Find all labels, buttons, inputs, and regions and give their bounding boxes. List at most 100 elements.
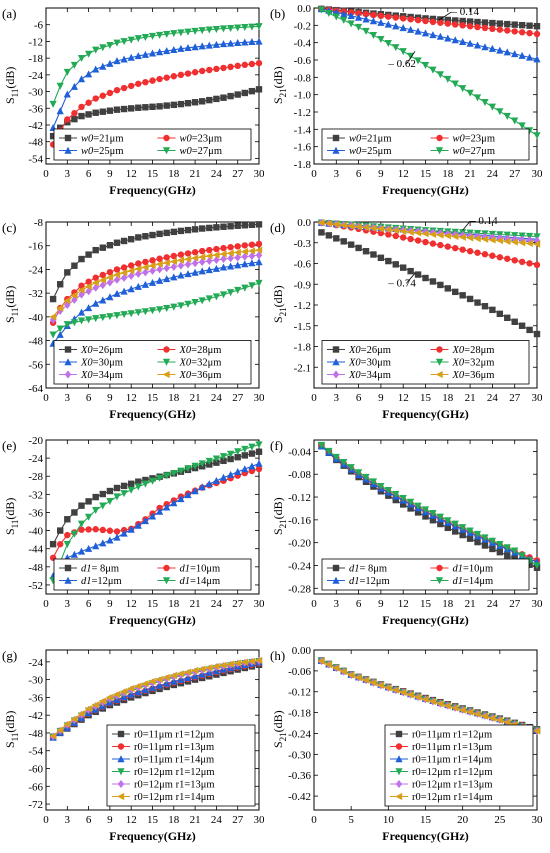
- series-point: [92, 507, 100, 515]
- series-point: [227, 254, 234, 263]
- x-tick-label: 12: [126, 598, 137, 610]
- series-point: [481, 534, 489, 542]
- series-point: [70, 530, 78, 538]
- legend-marker: [64, 358, 72, 366]
- chart-panel-c: 0 3 6 9 12 15 18 21 24 27 30 -8 -16 -24 -32 -40 -48 -56 -6…: [2, 217, 265, 421]
- ylabel-main: S: [271, 528, 285, 535]
- series-point: [191, 43, 199, 51]
- series-point: [184, 99, 192, 107]
- y-tick-label: -0.12: [288, 687, 311, 699]
- legend-value: =34μm: [93, 370, 123, 381]
- legend-var: X0: [80, 370, 93, 381]
- series-point: [206, 66, 213, 74]
- series-point: [511, 235, 518, 244]
- series-point: [177, 256, 185, 264]
- series-point: [227, 92, 234, 100]
- series-point: [77, 75, 86, 83]
- legend-var: X0: [452, 370, 465, 381]
- series-point: [400, 501, 407, 508]
- series-point: [120, 237, 128, 245]
- series-point: [57, 306, 64, 315]
- x-tick-label: 27: [232, 598, 244, 610]
- series-point: [459, 17, 466, 25]
- series-point: [63, 720, 71, 728]
- series-point: [135, 234, 142, 241]
- series-point: [481, 235, 489, 243]
- series-point: [444, 232, 451, 240]
- series-point: [212, 455, 220, 463]
- series-point: [474, 18, 481, 26]
- x-tick-label: 21: [190, 168, 201, 180]
- legend-entry: X0=36μm: [179, 370, 222, 381]
- series-point: [106, 273, 114, 282]
- series-point: [511, 21, 518, 28]
- x-tick-label: 15: [420, 168, 432, 180]
- series-point: [339, 667, 347, 676]
- series-point: [191, 462, 199, 470]
- series-point: [347, 241, 355, 248]
- series-point: [511, 547, 519, 555]
- series-point: [113, 271, 121, 279]
- legend-marker: [332, 564, 340, 572]
- chart-panel-h: 0 5 10 15 20 25 30 0.00 -0.06 -0.12 -0.18 -0.24 -0.3…: [270, 645, 543, 843]
- series-point: [444, 517, 452, 525]
- legend-value: = 8μm: [92, 564, 120, 575]
- series-point: [325, 10, 333, 17]
- series-point: [219, 263, 228, 271]
- legend-marker: [435, 577, 444, 585]
- legend-var: d1: [453, 564, 464, 575]
- legend-var: d1: [81, 576, 92, 587]
- series-point: [332, 220, 340, 229]
- series-point: [99, 296, 107, 304]
- series-point: [156, 306, 164, 314]
- legend-marker: [435, 370, 443, 379]
- legend-var: w0: [81, 134, 94, 145]
- series-point: [170, 45, 178, 53]
- series-point: [421, 506, 430, 514]
- series-point: [128, 105, 135, 112]
- series-point: [459, 531, 466, 539]
- series-point: [317, 657, 325, 665]
- series-point: [56, 330, 64, 338]
- series-point: [347, 671, 355, 679]
- series-point: [332, 13, 340, 21]
- series-point: [120, 38, 128, 46]
- series-point: [163, 275, 171, 283]
- series-point: [444, 702, 451, 710]
- series-point: [85, 99, 92, 106]
- series-point: [377, 254, 385, 261]
- series-point: [142, 268, 149, 277]
- legend-var: X0: [80, 358, 93, 369]
- series-point: [199, 225, 206, 232]
- series-point: [414, 271, 422, 278]
- series-point: [362, 15, 370, 23]
- legend-marker: [435, 358, 444, 366]
- series-point: [177, 251, 185, 258]
- series-point: [422, 274, 429, 282]
- legend-box: [321, 558, 530, 591]
- y-tick-label: -16: [28, 241, 43, 253]
- series-point: [227, 289, 235, 297]
- series-point: [362, 248, 370, 255]
- series-point: [392, 496, 399, 504]
- series-point: [191, 27, 199, 35]
- series-point: [141, 680, 149, 688]
- legend-marker: [436, 134, 443, 142]
- legend-marker: [395, 743, 403, 750]
- series-point: [437, 281, 444, 289]
- series-point: [399, 688, 407, 697]
- series-point: [220, 255, 227, 264]
- series-point: [317, 441, 326, 449]
- series-point: [163, 472, 171, 480]
- series-point: [71, 262, 78, 269]
- series-point: [127, 310, 135, 318]
- legend-marker: [117, 755, 125, 763]
- x-tick-label: 18: [168, 598, 180, 610]
- series-point: [533, 727, 541, 735]
- x-tick-label: 0: [311, 392, 317, 404]
- series-point: [85, 70, 93, 78]
- legend-value: =26μm: [93, 345, 123, 356]
- y-tick-label: -1.2: [294, 300, 311, 312]
- x-tick-label: 15: [147, 598, 159, 610]
- series-point: [489, 252, 496, 259]
